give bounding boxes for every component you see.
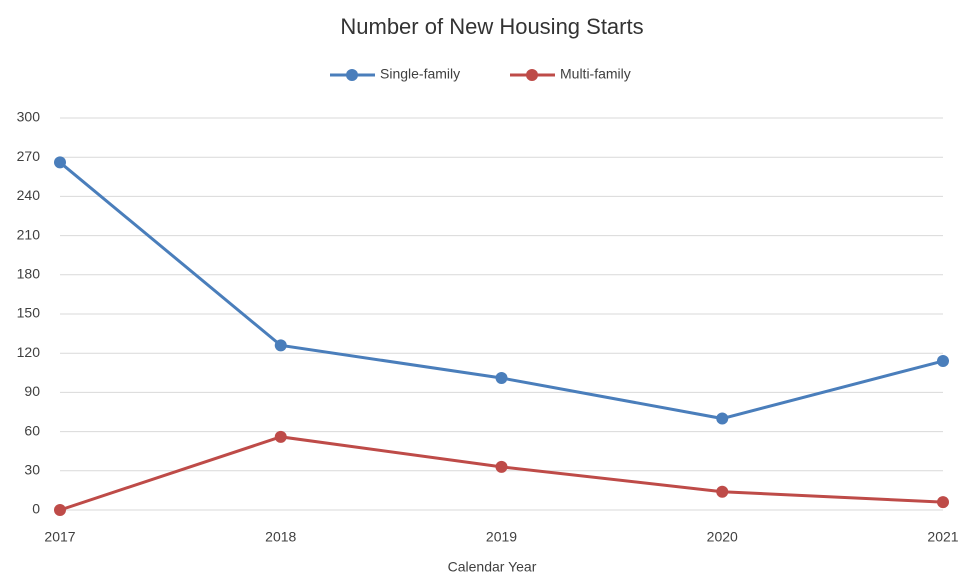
y-tick-label: 60 (24, 422, 40, 438)
data-point (937, 355, 949, 368)
y-tick-label: 300 (17, 109, 41, 125)
data-point (495, 372, 508, 385)
x-tick-label: 2020 (707, 529, 738, 545)
series-line (59, 435, 944, 512)
y-tick-label: 210 (17, 226, 41, 242)
y-tick-label: 90 (24, 383, 40, 399)
x-tick-label: 2018 (265, 529, 296, 545)
x-tick-label: 2021 (927, 529, 958, 545)
chart-title: Number of New Housing Starts (340, 14, 643, 39)
x-tick-label: 2019 (486, 529, 517, 545)
data-point (716, 412, 729, 425)
data-point (495, 460, 508, 473)
y-tick-label: 180 (17, 266, 41, 282)
y-tick-label: 270 (17, 148, 41, 164)
x-tick-label: 2017 (44, 529, 75, 545)
y-tick-label: 120 (17, 344, 41, 360)
x-axis-label: Calendar Year (448, 559, 537, 575)
data-point (937, 496, 949, 509)
legend-marker (346, 69, 358, 81)
data-point (716, 485, 729, 498)
legend-label: Single-family (380, 66, 460, 82)
legend-label: Multi-family (560, 66, 631, 82)
data-point (54, 504, 66, 516)
y-tick-label: 0 (32, 501, 40, 517)
y-tick-label: 150 (17, 305, 41, 321)
data-point (274, 430, 287, 443)
legend-marker (526, 69, 538, 81)
y-tick-label: 30 (24, 462, 40, 478)
y-tick-label: 240 (17, 187, 41, 203)
data-point (274, 339, 287, 352)
data-point (54, 156, 66, 169)
